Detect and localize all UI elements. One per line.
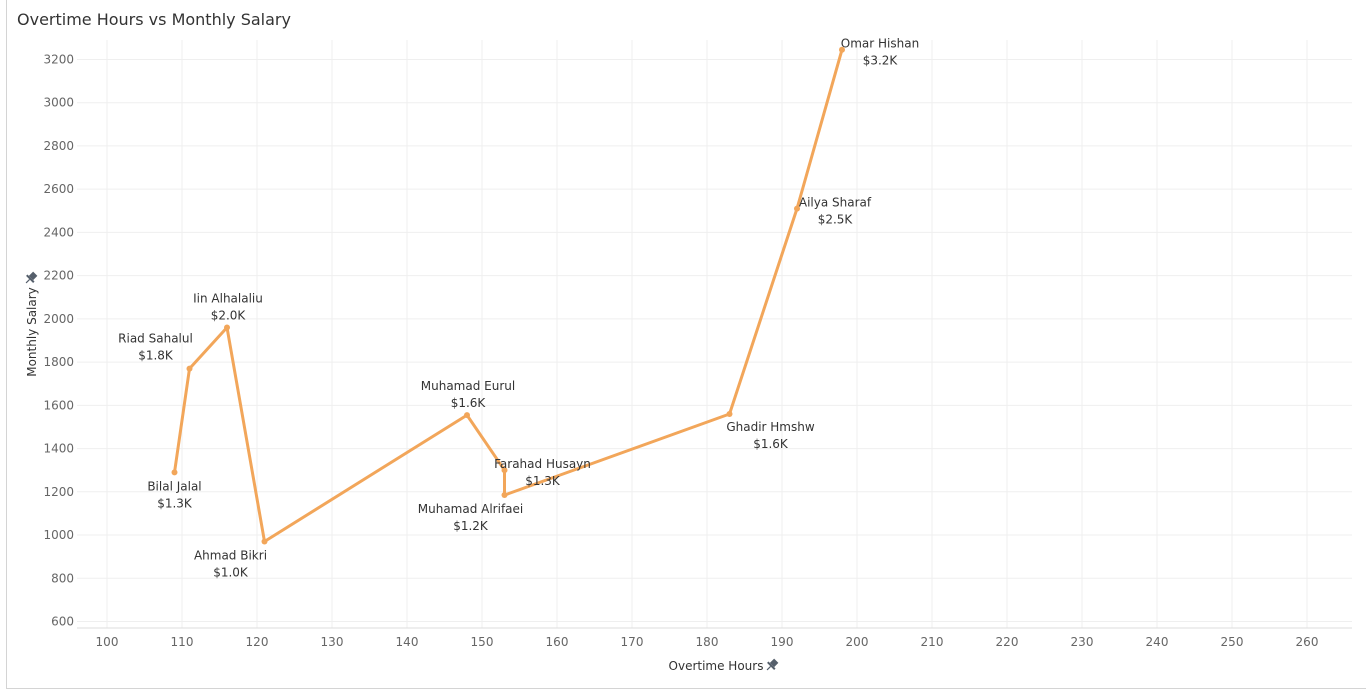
x-tick-label: 200 xyxy=(846,635,869,649)
data-point[interactable] xyxy=(726,410,733,417)
point-name-label: Farahad Husayn xyxy=(494,457,591,471)
y-tick-label: 1400 xyxy=(43,442,74,456)
point-value-label: $1.6K xyxy=(753,437,789,451)
data-point[interactable] xyxy=(464,412,470,419)
chart-frame xyxy=(6,0,1366,689)
y-axis-title: Monthly Salary xyxy=(25,287,39,377)
point-name-label: Muhamad Alrifaei xyxy=(418,502,524,516)
point-value-label: $2.0K xyxy=(211,309,247,323)
x-tick-label: 190 xyxy=(771,635,794,649)
data-point[interactable] xyxy=(501,467,508,474)
point-name-label: Omar Hishan xyxy=(841,37,919,51)
x-tick-label: 140 xyxy=(396,635,419,649)
point-value-label: $1.8K xyxy=(138,349,174,363)
point-name-label: Iin Alhalaliu xyxy=(193,292,263,306)
x-tick-label: 250 xyxy=(1221,635,1244,649)
y-tick-label: 1600 xyxy=(43,398,74,412)
x-tick-label: 130 xyxy=(321,635,344,649)
point-name-label: Ghadir Hmshw xyxy=(726,420,815,434)
data-point[interactable] xyxy=(171,469,178,476)
x-tick-label: 160 xyxy=(546,635,569,649)
y-tick-label: 600 xyxy=(51,615,74,629)
point-name-label: Ahmad Bikri xyxy=(194,549,267,563)
y-tick-label: 2400 xyxy=(43,225,74,239)
x-tick-label: 110 xyxy=(171,635,194,649)
x-tick-label: 210 xyxy=(921,635,944,649)
x-tick-label: 120 xyxy=(246,635,269,649)
y-axis-pin-icon[interactable] xyxy=(23,270,39,286)
y-tick-label: 2200 xyxy=(43,269,74,283)
point-value-label: $1.2K xyxy=(453,519,489,533)
point-value-label: $2.5K xyxy=(818,213,854,227)
data-point[interactable] xyxy=(839,46,845,53)
x-axis-pin-icon[interactable] xyxy=(764,657,780,673)
data-point[interactable] xyxy=(501,492,508,499)
data-point[interactable] xyxy=(186,365,193,372)
y-axis-ticks: 600 800 1000 1200 1400 1600 1800 2000 2200 2400 26… xyxy=(43,52,74,628)
data-point[interactable] xyxy=(261,538,268,545)
point-value-label: $1.6K xyxy=(451,396,487,410)
chart-title: Overtime Hours vs Monthly Salary xyxy=(17,10,291,29)
y-tick-label: 2000 xyxy=(43,312,74,326)
series-salary xyxy=(171,46,845,545)
y-tick-label: 1000 xyxy=(43,528,74,542)
point-value-label: $3.2K xyxy=(863,54,899,68)
y-tick-label: 3000 xyxy=(43,96,74,110)
y-tick-label: 2800 xyxy=(43,139,74,153)
x-axis-title: Overtime Hours xyxy=(669,659,764,673)
point-value-label: $1.0K xyxy=(213,566,249,580)
data-point[interactable] xyxy=(794,205,800,212)
x-tick-label: 100 xyxy=(96,635,119,649)
point-name-label: Bilal Jalal xyxy=(147,479,201,493)
y-tick-label: 2600 xyxy=(43,182,74,196)
y-tick-label: 1800 xyxy=(43,355,74,369)
y-tick-label: 800 xyxy=(51,571,74,585)
point-name-label: Ailya Sharaf xyxy=(799,196,872,210)
y-tick-label: 3200 xyxy=(43,52,74,66)
x-tick-label: 180 xyxy=(696,635,719,649)
x-tick-label: 260 xyxy=(1296,635,1319,649)
x-axis-ticks: 100 110 120 130 140 150 160 170 180 190 200 210 220 2… xyxy=(96,635,1319,649)
x-tick-label: 170 xyxy=(621,635,644,649)
data-point[interactable] xyxy=(224,324,230,331)
point-value-label: $1.3K xyxy=(525,474,561,488)
point-name-label: Riad Sahalul xyxy=(118,332,193,346)
x-tick-label: 240 xyxy=(1146,635,1169,649)
x-tick-label: 150 xyxy=(471,635,494,649)
point-value-label: $1.3K xyxy=(157,496,193,510)
y-tick-label: 1200 xyxy=(43,485,74,499)
series-line xyxy=(173,49,844,543)
x-tick-label: 220 xyxy=(996,635,1019,649)
point-labels: Bilal Jalal $1.3K Riad Sahalul $1.8K Iin Alh… xyxy=(118,37,919,580)
point-name-label: Muhamad Eurul xyxy=(421,379,515,393)
gridlines xyxy=(77,40,1352,628)
x-tick-label: 230 xyxy=(1071,635,1094,649)
